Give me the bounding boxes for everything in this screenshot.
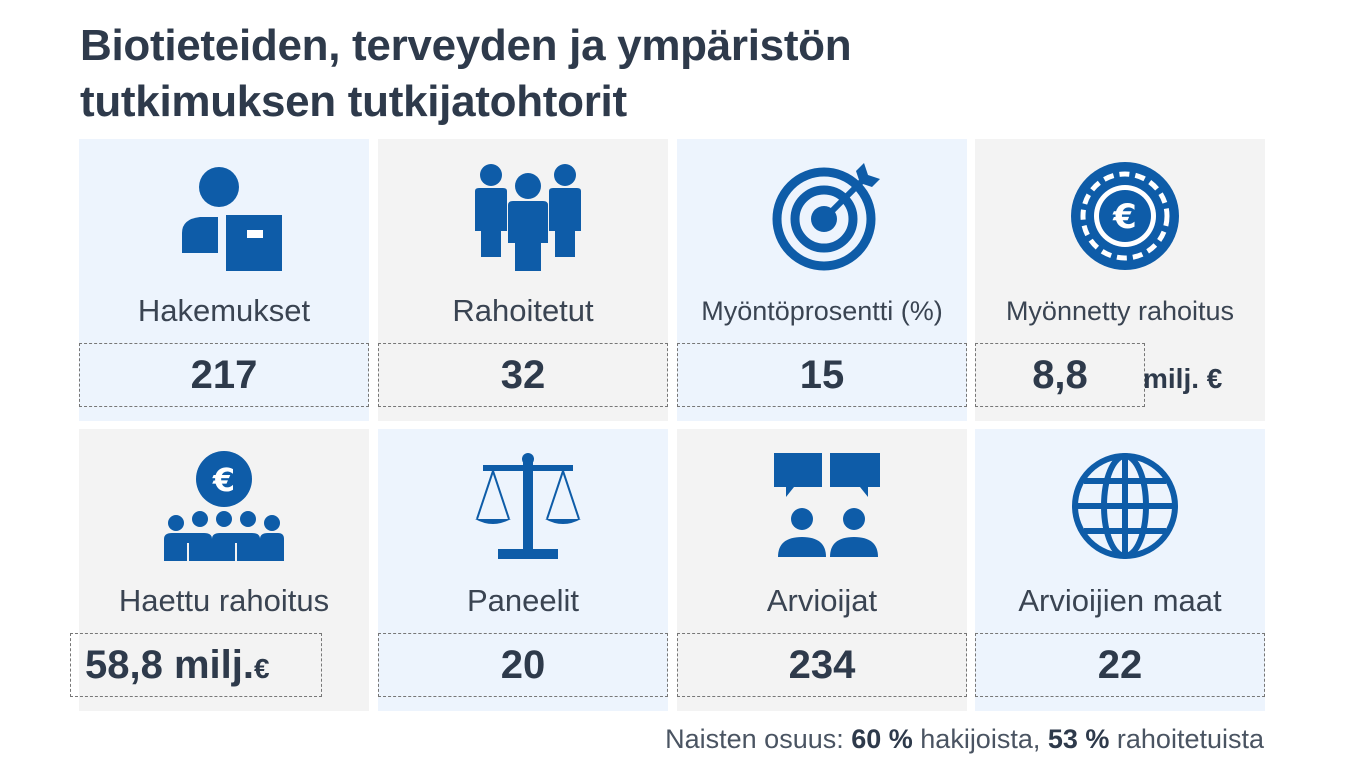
footnote-funded-text: rahoitetuista [1109, 724, 1264, 754]
footnote-pct-funded: 53 % [1047, 724, 1110, 754]
globe-icon [1072, 453, 1178, 559]
title-line-1: Biotieteiden, terveyden ja ympäristön [80, 21, 852, 70]
card-label: Myönnetty rahoitus [1005, 296, 1235, 326]
card-arvioijien-maat: Arvioijien maat 22 [975, 429, 1265, 711]
discussion-icon [774, 453, 880, 557]
card-value: 15 [677, 343, 967, 407]
card-paneelit: Paneelit 20 [378, 429, 668, 711]
card-label: Rahoitetut [452, 293, 594, 328]
card-myontoprosentti: Myöntöprosentti (%) 15 [677, 139, 967, 421]
card-hakemukset: Hakemukset 217 [79, 139, 369, 421]
card-label: Hakemukset [137, 293, 311, 328]
card-value-number: 58,8 milj. [85, 643, 254, 687]
title-line-2: tutkimuksen tutkijatohtorit [80, 77, 627, 126]
applicant-icon [182, 167, 282, 271]
card-unit: € [253, 653, 270, 684]
footnote: Naisten osuus: 60 % hakijoista, 53 % rah… [665, 722, 1264, 756]
footnote-applicants-text: hakijoista, [912, 724, 1048, 754]
card-unit: milj. € [1143, 363, 1223, 394]
svg-text:€: € [1112, 197, 1137, 237]
card-value: 58,8 milj.€ [70, 633, 322, 697]
people-group-icon [475, 164, 581, 271]
page-title: Biotieteiden, terveyden ja ympäristön tu… [80, 18, 852, 130]
card-label: Myöntöprosentti (%) [701, 296, 943, 326]
card-arvioijat: Arvioijat 234 [677, 429, 967, 711]
card-label: Arvioijat [766, 583, 878, 618]
footnote-pct-applicants: 60 % [851, 724, 913, 754]
card-rahoitetut: Rahoitetut 32 [378, 139, 668, 421]
card-haettu-rahoitus: € Haettu rahoitus 58,8 milj.€ [70, 429, 369, 711]
euro-coin-icon: € [1071, 162, 1179, 270]
card-value: 217 [79, 343, 369, 407]
card-value: 22 [975, 633, 1265, 697]
card-myonnetty-rahoitus: € Myönnetty rahoitus 8,8 milj. € [975, 139, 1265, 421]
card-value: 20 [378, 633, 668, 697]
scales-icon [475, 453, 581, 559]
card-label: Paneelit [466, 583, 580, 618]
footnote-prefix: Naisten osuus: [665, 724, 852, 754]
target-icon [772, 163, 880, 271]
card-label: Arvioijien maat [1018, 583, 1222, 618]
svg-text:€: € [212, 461, 235, 499]
card-label: Haettu rahoitus [118, 583, 330, 618]
card-value: 234 [677, 633, 967, 697]
card-value: 32 [378, 343, 668, 407]
card-value: 8,8 [975, 343, 1145, 407]
euro-audience-icon: € [164, 451, 284, 561]
